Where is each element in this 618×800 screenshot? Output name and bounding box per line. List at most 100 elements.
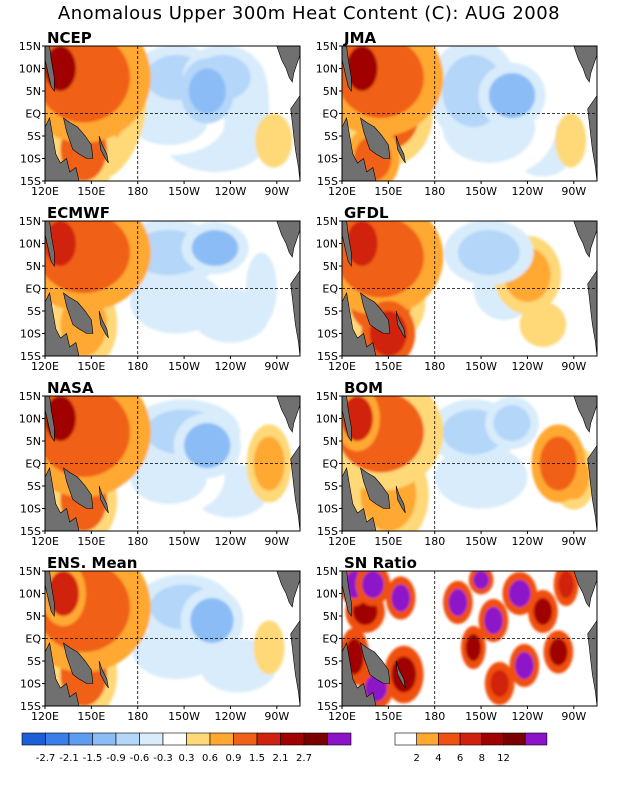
x-tick-label: 180 xyxy=(424,535,445,548)
sn-cell xyxy=(448,589,468,616)
colorbar-swatch xyxy=(394,732,418,746)
panel-title: NASA xyxy=(47,379,94,397)
y-tick-label: 10N xyxy=(19,63,41,76)
land-mass xyxy=(45,571,55,617)
colorbar-swatch xyxy=(438,732,461,746)
land-mass xyxy=(98,660,109,689)
y-tick-label: EQ xyxy=(25,458,41,471)
x-tick-label: 120W xyxy=(512,710,544,723)
y-tick-label: 5S xyxy=(324,480,338,493)
x-tick-label: 120W xyxy=(512,185,544,198)
colorbar-label: 0.9 xyxy=(226,753,242,764)
y-tick-label: EQ xyxy=(322,283,338,296)
y-tick-label: 15S xyxy=(20,700,41,713)
land-mass xyxy=(45,642,80,706)
y-tick-label: 10N xyxy=(19,238,41,251)
sn-cell xyxy=(465,634,482,661)
x-tick-label: 150E xyxy=(77,185,105,198)
land-mass xyxy=(290,619,300,706)
land-mass xyxy=(45,46,55,92)
land-mass xyxy=(45,117,80,181)
y-tick-label: 5S xyxy=(27,480,41,493)
land-mass xyxy=(270,571,300,608)
y-tick-label: 5S xyxy=(324,305,338,318)
land-mass xyxy=(63,117,94,159)
land-mass xyxy=(342,642,377,706)
colorbar-label: 12 xyxy=(497,753,510,764)
y-tick-label: 10N xyxy=(316,588,338,601)
x-tick-label: 120W xyxy=(215,710,247,723)
colorbar-label: 2.1 xyxy=(273,753,289,764)
y-tick-label: 15N xyxy=(19,565,41,578)
x-tick-label: 180 xyxy=(127,185,148,198)
land-mass xyxy=(63,642,94,684)
y-tick-label: 10N xyxy=(316,413,338,426)
y-tick-label: 15S xyxy=(317,525,338,538)
x-tick-label: 150W xyxy=(465,360,497,373)
x-tick-label: 150W xyxy=(168,535,200,548)
y-tick-label: EQ xyxy=(25,633,41,646)
x-tick-label: 90W xyxy=(561,710,586,723)
land-mass xyxy=(587,94,597,181)
land-mass xyxy=(360,292,391,334)
sn-cell xyxy=(508,580,531,607)
y-tick-label: 10N xyxy=(19,588,41,601)
x-tick-label: 90W xyxy=(561,535,586,548)
anomaly-cell xyxy=(48,571,79,616)
land-mass xyxy=(567,571,597,608)
land-mass xyxy=(395,660,406,689)
land-mass xyxy=(360,467,391,509)
land-mass xyxy=(290,444,300,531)
sn-cell xyxy=(515,652,534,679)
y-tick-label: 5N xyxy=(323,85,338,98)
x-tick-label: 150E xyxy=(77,535,105,548)
x-tick-label: 180 xyxy=(127,535,148,548)
y-tick-label: 10S xyxy=(317,503,338,516)
y-tick-label: 5N xyxy=(26,260,41,273)
x-tick-label: 120E xyxy=(328,360,356,373)
y-tick-label: 5N xyxy=(26,85,41,98)
panel-title: ENS. Mean xyxy=(47,554,137,572)
colorbar-swatch xyxy=(481,732,504,746)
colorbar-swatch xyxy=(162,732,187,746)
anomaly-cell xyxy=(188,68,226,114)
panel-title: GFDL xyxy=(344,204,389,222)
anomaly-cell xyxy=(184,423,231,468)
x-tick-label: 120W xyxy=(512,360,544,373)
anomaly-colorbar: -2.7 -2.1 -1.5 -0.9 -0.6 -0.3 0.3 0.6 0.9 1.5 2.1 2… xyxy=(21,732,352,764)
y-tick-label: 10N xyxy=(316,63,338,76)
x-tick-label: 120E xyxy=(31,710,59,723)
land-mass xyxy=(290,94,300,181)
x-tick-label: 150E xyxy=(77,360,105,373)
y-tick-label: 5N xyxy=(323,260,338,273)
y-tick-label: 5N xyxy=(323,435,338,448)
y-tick-label: 15S xyxy=(20,350,41,363)
colorbar-label: 4 xyxy=(435,753,441,764)
x-tick-label: 150W xyxy=(168,360,200,373)
colorbar-label: -0.6 xyxy=(130,753,150,764)
x-tick-label: 120E xyxy=(31,185,59,198)
colorbar-label: -2.7 xyxy=(36,753,56,764)
land-mass xyxy=(45,221,55,267)
y-tick-label: 5N xyxy=(323,610,338,623)
anomaly-cell xyxy=(346,221,378,266)
colorbar-swatch xyxy=(327,732,352,746)
colorbar-label: 0.6 xyxy=(202,753,218,764)
x-tick-label: 120E xyxy=(328,185,356,198)
colorbar-swatch xyxy=(92,732,117,746)
x-tick-label: 180 xyxy=(424,710,445,723)
y-tick-label: 15N xyxy=(19,40,41,53)
x-tick-label: 120E xyxy=(328,710,356,723)
colorbar-swatch xyxy=(21,732,46,746)
sn-cell xyxy=(362,571,384,598)
y-tick-label: 10S xyxy=(20,678,41,691)
anomaly-cell xyxy=(457,230,520,275)
land-mass xyxy=(98,310,109,339)
x-tick-label: 150W xyxy=(465,710,497,723)
land-mass xyxy=(360,642,391,684)
anomaly-cell xyxy=(253,436,285,491)
x-tick-label: 90W xyxy=(264,710,289,723)
